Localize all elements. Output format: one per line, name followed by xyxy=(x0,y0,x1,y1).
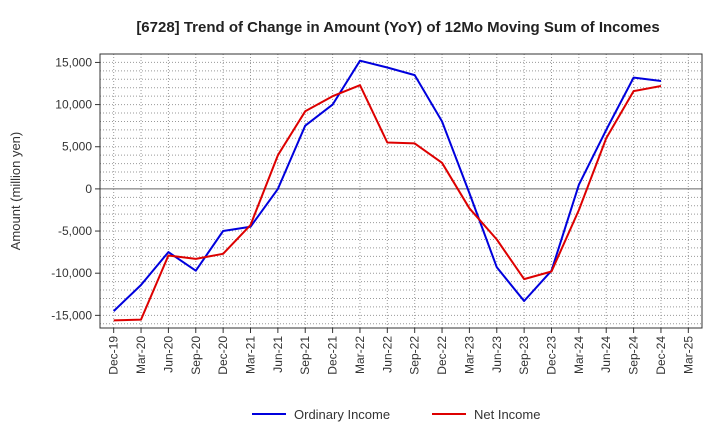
x-tick-label: Mar-20 xyxy=(134,336,148,374)
chart-title: [6728] Trend of Change in Amount (YoY) o… xyxy=(136,19,659,36)
x-tick-label: Dec-22 xyxy=(435,336,449,375)
x-tick-label: Sep-20 xyxy=(189,336,203,375)
x-tick-label: Dec-20 xyxy=(216,336,230,375)
legend-label-net-income: Net Income xyxy=(474,407,540,422)
x-tick-label: Dec-19 xyxy=(107,336,121,375)
x-tick-label: Mar-23 xyxy=(462,336,476,374)
y-tick-label: 15,000 xyxy=(55,55,92,69)
x-tick-label: Mar-25 xyxy=(681,336,695,374)
y-tick-label: 5,000 xyxy=(62,140,92,154)
x-tick-label: Dec-21 xyxy=(326,336,340,375)
x-tick-label: Mar-24 xyxy=(572,336,586,374)
x-tick-label: Sep-22 xyxy=(408,336,422,375)
x-tick-label: Mar-21 xyxy=(244,336,258,374)
y-tick-label: -10,000 xyxy=(51,266,92,280)
x-tick-label: Jun-23 xyxy=(490,336,504,373)
y-axis-label: Amount (million yen) xyxy=(8,132,23,251)
x-tick-label: Sep-23 xyxy=(517,336,531,375)
x-tick-label: Jun-22 xyxy=(380,336,394,373)
x-tick-label: Jun-21 xyxy=(271,336,285,373)
x-tick-label: Mar-22 xyxy=(353,336,367,374)
y-tick-label: -15,000 xyxy=(51,308,92,322)
y-tick-label: -5,000 xyxy=(58,224,92,238)
y-tick-label: 0 xyxy=(85,182,92,196)
plot-area xyxy=(100,54,702,328)
legend-label-ordinary-income: Ordinary Income xyxy=(294,407,390,422)
series-layer xyxy=(113,59,662,322)
x-tick-label: Jun-24 xyxy=(599,336,613,373)
x-tick-label: Sep-24 xyxy=(627,336,641,375)
x-tick-label: Dec-24 xyxy=(654,336,668,375)
y-axis-ticks: 15,000 10,000 5,000 0 -5,000 -10,000 -15,000 xyxy=(51,55,100,322)
x-tick-label: Sep-21 xyxy=(298,336,312,375)
x-tick-label: Dec-23 xyxy=(545,336,559,375)
x-tick-label: Jun-20 xyxy=(161,336,175,373)
x-axis-ticks: Dec-19 Mar-20 Jun-20 Sep-20 Dec-20 Mar-21 Jun-… xyxy=(107,328,695,375)
legend: Ordinary Income Net Income xyxy=(252,407,540,422)
plot-border xyxy=(99,53,703,329)
series-line-net-income xyxy=(113,84,662,322)
y-tick-label: 10,000 xyxy=(55,98,92,112)
